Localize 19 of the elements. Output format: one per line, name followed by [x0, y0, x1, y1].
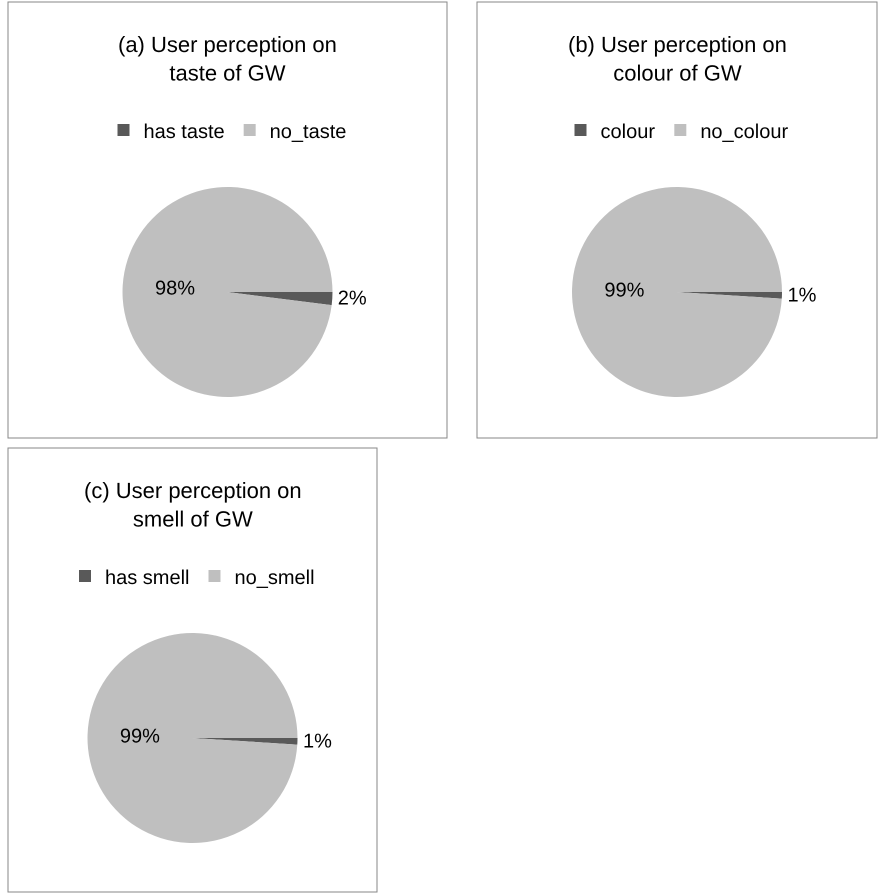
data-label: 99%	[120, 725, 160, 748]
legend-label: no_taste	[270, 120, 346, 143]
data-label: 1%	[787, 284, 817, 306]
pie-slice	[572, 187, 782, 397]
data-label: 98%	[154, 278, 196, 300]
legend-label: no_smell	[234, 566, 315, 589]
chart-title: (c) User perception on smell of GW	[84, 478, 302, 532]
legend-label: has smell	[105, 566, 190, 589]
pie-slice	[122, 187, 332, 397]
legend-label: has taste	[144, 120, 225, 143]
pie-slice	[88, 633, 298, 843]
pie-slice	[228, 292, 332, 306]
chart-title: (b) User perception on colour of GW	[568, 32, 787, 86]
legend-label: colour	[600, 120, 656, 143]
legend-label: no_colour	[700, 120, 788, 143]
data-label: 99%	[604, 279, 645, 302]
chart-title: (a) User perception on taste of GW	[118, 32, 337, 86]
data-label: 2%	[338, 288, 367, 310]
data-label: 1%	[302, 730, 332, 752]
